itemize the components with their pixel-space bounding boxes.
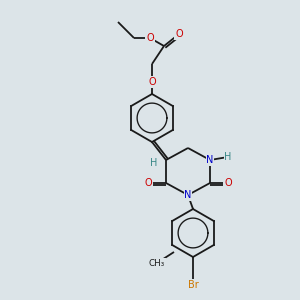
Text: Br: Br	[188, 280, 198, 290]
Text: O: O	[144, 178, 152, 188]
Text: O: O	[148, 77, 156, 87]
Text: N: N	[206, 155, 214, 165]
Text: CH₃: CH₃	[149, 259, 165, 268]
Text: O: O	[224, 178, 232, 188]
Text: O: O	[175, 29, 183, 39]
Text: O: O	[146, 33, 154, 43]
Text: H: H	[224, 152, 232, 162]
Text: H: H	[150, 158, 158, 168]
Text: N: N	[184, 190, 192, 200]
